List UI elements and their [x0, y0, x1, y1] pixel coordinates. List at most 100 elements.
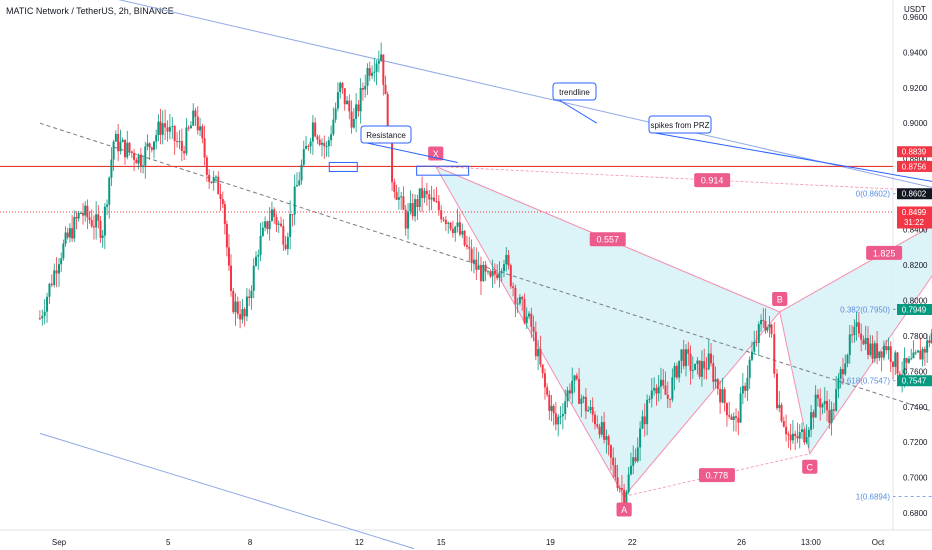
- harmonic-ratio-1.825-bg: [866, 245, 903, 260]
- candle-body-319: [764, 321, 767, 331]
- candle-body-38: [123, 139, 126, 158]
- candle-body-338: [807, 429, 810, 437]
- chart-title: MATIC Network / TetherUS, 2h, BINANCE: [6, 6, 174, 16]
- candle-body-366: [871, 343, 874, 359]
- candle-body-207: [509, 265, 512, 287]
- candle-body-315: [755, 341, 758, 343]
- trendline-callout-box: [552, 82, 597, 101]
- candle-body-292: [703, 361, 706, 369]
- candle-body-276: [666, 394, 669, 399]
- candle-body-44: [137, 154, 140, 164]
- candle-body-87: [234, 301, 237, 313]
- candle-body-90: [241, 309, 244, 320]
- candle-body-264: [639, 428, 642, 448]
- price-tag-bg-0.8756: [897, 160, 932, 172]
- resistance-callout-pointer: [366, 142, 458, 163]
- candle-body-8: [58, 264, 60, 274]
- x-tick-12: 12: [355, 538, 364, 547]
- candle-body-142: [359, 87, 362, 112]
- candle-body-172: [428, 194, 431, 200]
- candle-body-348: [830, 409, 833, 423]
- candle-body-188: [465, 245, 468, 247]
- candle-body-261: [632, 457, 635, 466]
- candle-body-351: [837, 378, 840, 390]
- candle-body-180: [447, 222, 450, 224]
- candle-body-391: [928, 340, 931, 343]
- candle-body-26: [97, 214, 100, 221]
- candle-body-376: [894, 352, 897, 367]
- candle-body-343: [819, 398, 822, 408]
- candle-body-167: [416, 199, 419, 208]
- candle-body-93: [248, 296, 251, 299]
- candle-body-273: [659, 379, 662, 387]
- candle-body-346: [826, 400, 829, 411]
- candle-body-75: [208, 174, 211, 182]
- candle-body-371: [882, 345, 885, 358]
- candle-body-281: [678, 360, 681, 378]
- candle-body-380: [903, 358, 906, 375]
- candle-body-4: [48, 283, 51, 297]
- candle-body-23: [90, 219, 93, 227]
- harmonic-ratio-0.778: 0.778: [706, 471, 729, 481]
- candle-body-100: [264, 221, 267, 228]
- candle-body-163: [407, 211, 410, 229]
- candle-body-332: [794, 433, 797, 437]
- candle-body-367: [873, 343, 876, 359]
- candle-body-103: [270, 209, 273, 221]
- harmonic-point-C-bg: [802, 459, 818, 474]
- trendline-callout-pointer: [558, 99, 598, 124]
- candle-body-48: [146, 143, 149, 147]
- candle-body-363: [864, 337, 867, 345]
- candle-body-217: [532, 326, 535, 332]
- candle-body-57: [166, 127, 169, 132]
- harmonic-ratio-0.914-bg: [694, 173, 731, 188]
- price-tag-0.8602: 0.8602: [902, 190, 927, 199]
- candle-body-12: [66, 232, 69, 238]
- candle-body-248: [603, 422, 606, 440]
- candle-body-111: [289, 214, 292, 237]
- prz-callout-box: [648, 115, 712, 134]
- candle-body-108: [282, 226, 285, 245]
- price-tag-bg-0.8602: [897, 188, 932, 200]
- candle-body-297: [714, 379, 717, 382]
- candle-body-174: [433, 197, 436, 202]
- candle-body-137: [348, 100, 351, 112]
- candle-body-139: [352, 118, 355, 128]
- candle-body-86: [232, 290, 235, 313]
- candle-body-60: [173, 126, 176, 142]
- candle-body-152: [382, 54, 385, 85]
- candle-body-252: [612, 457, 615, 466]
- candle-body-22: [88, 217, 91, 220]
- candle-body-215: [528, 313, 531, 317]
- candle-body-284: [684, 349, 687, 367]
- candle-body-370: [880, 351, 883, 358]
- candle-body-45: [139, 154, 142, 167]
- candle-body-171: [425, 190, 428, 195]
- candle-body-202: [498, 272, 501, 279]
- candle-body-14: [71, 228, 74, 239]
- candle-body-177: [440, 210, 443, 220]
- y-tick-0.8200: 0.8200: [903, 261, 928, 270]
- candle-body-41: [130, 151, 133, 153]
- y-axis-unit: USDT: [904, 5, 926, 14]
- candle-body-119: [307, 145, 310, 147]
- candle-body-113: [293, 186, 296, 215]
- x-tick-13:00: 13:00: [801, 538, 822, 547]
- candle-body-149: [375, 63, 378, 72]
- candle-body-186: [461, 230, 464, 235]
- candle-body-282: [680, 349, 683, 361]
- candle-body-122: [314, 122, 317, 137]
- candle-body-263: [636, 447, 639, 462]
- y-tick-0.7400: 0.7400: [903, 403, 928, 412]
- candle-body-164: [409, 203, 412, 212]
- candle-body-279: [673, 365, 676, 378]
- candle-body-121: [311, 122, 314, 142]
- candle-body-283: [682, 349, 685, 367]
- candle-body-61: [176, 141, 179, 143]
- candle-body-328: [785, 426, 788, 435]
- candle-body-392: [930, 333, 932, 343]
- candle-body-209: [514, 287, 517, 304]
- x-tick-15: 15: [437, 538, 446, 547]
- candle-body-47: [144, 146, 147, 166]
